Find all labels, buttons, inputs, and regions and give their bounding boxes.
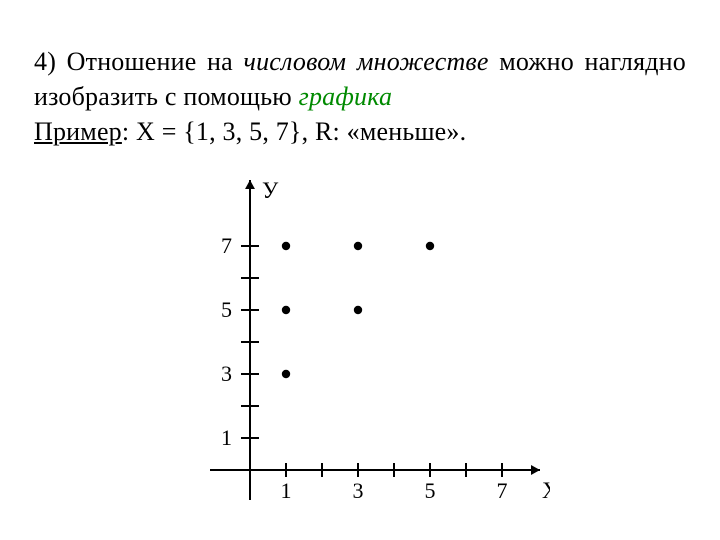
chart-svg: 1 3 5 7 1 3 5 7 X У <box>170 170 550 510</box>
y-axis-arrow <box>245 180 255 189</box>
item-number: 4) <box>34 47 67 76</box>
example-rest: : X = {1, 3, 5, 7}, R: «меньше». <box>122 117 466 146</box>
x-tick-label: 7 <box>497 478 508 503</box>
x-tick-label: 3 <box>353 478 364 503</box>
example-label: Пример <box>34 117 122 146</box>
data-point <box>282 242 290 250</box>
txt-a: Отношение на <box>67 47 244 76</box>
y-tick-label: 1 <box>221 425 232 450</box>
x-axis-arrow <box>531 465 540 475</box>
txt-green: графика <box>299 82 393 111</box>
x-tick-label: 1 <box>281 478 292 503</box>
data-point <box>282 370 290 378</box>
y-tick-label: 7 <box>221 233 232 258</box>
paragraph-definition: 4) Отношение на числовом множестве можно… <box>34 44 686 149</box>
y-tick-label: 5 <box>221 297 232 322</box>
txt-italic: числовом множестве <box>243 47 488 76</box>
relation-chart: 1 3 5 7 1 3 5 7 X У <box>170 170 550 510</box>
y-tick-label: 3 <box>221 361 232 386</box>
x-tick-label: 5 <box>425 478 436 503</box>
data-point <box>426 242 434 250</box>
y-axis-label: У <box>262 178 279 203</box>
data-point <box>354 242 362 250</box>
x-axis-label: X <box>542 478 550 503</box>
data-point <box>282 306 290 314</box>
data-point <box>354 306 362 314</box>
